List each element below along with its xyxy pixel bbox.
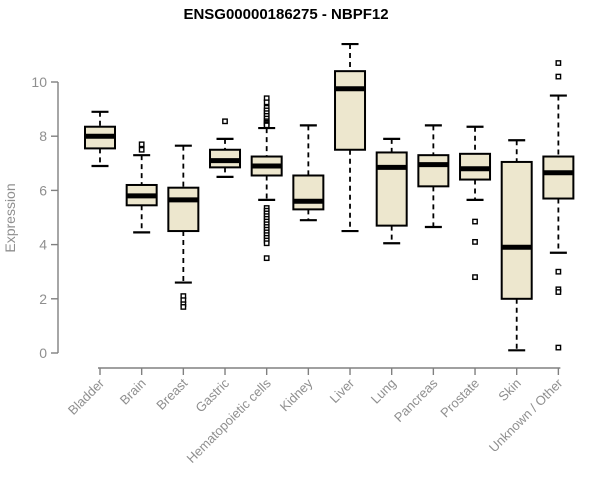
y-tick-label: 10 xyxy=(31,74,47,90)
y-tick-label: 4 xyxy=(39,237,47,253)
outlier-point xyxy=(263,99,270,106)
outlier-point xyxy=(472,274,478,281)
outlier-point xyxy=(555,73,562,80)
x-category-label: Kidney xyxy=(277,375,316,414)
outlier-point xyxy=(555,60,562,66)
outlier-point xyxy=(138,146,145,153)
y-tick-label: 2 xyxy=(39,291,47,307)
box xyxy=(292,174,325,211)
box xyxy=(334,70,367,151)
x-category-label: Breast xyxy=(153,375,190,412)
outlier-point xyxy=(138,141,145,148)
outlier-point xyxy=(263,122,270,129)
box xyxy=(167,186,200,233)
outlier-point xyxy=(472,218,478,225)
outlier-point xyxy=(472,238,478,245)
x-category-label: Brain xyxy=(117,376,149,408)
chart-title: ENSG00000186275 - NBPF12 xyxy=(183,6,389,23)
x-category-label: Skin xyxy=(495,376,523,404)
y-tick-label: 0 xyxy=(39,345,47,361)
y-tick-label: 6 xyxy=(39,182,47,198)
x-category-label: Liver xyxy=(327,375,358,406)
outlier-point xyxy=(555,289,562,295)
x-category-label: Prostate xyxy=(437,376,482,421)
box xyxy=(417,154,450,188)
box xyxy=(542,155,575,200)
y-axis-title: Expression xyxy=(2,183,18,252)
outlier-point xyxy=(263,255,270,262)
outlier-point xyxy=(555,344,562,351)
box xyxy=(500,160,533,300)
y-tick-label: 8 xyxy=(39,128,47,144)
x-category-label: Bladder xyxy=(65,375,108,418)
outlier-point xyxy=(180,304,187,310)
outlier-point xyxy=(263,240,270,247)
x-category-label: Lung xyxy=(368,376,399,407)
outlier-point xyxy=(222,118,228,125)
outlier-point xyxy=(555,268,562,275)
x-category-label: Unknown / Other xyxy=(486,375,566,455)
x-category-label: Pancreas xyxy=(391,375,441,425)
box xyxy=(375,151,408,227)
x-category-label: Gastric xyxy=(192,375,232,415)
